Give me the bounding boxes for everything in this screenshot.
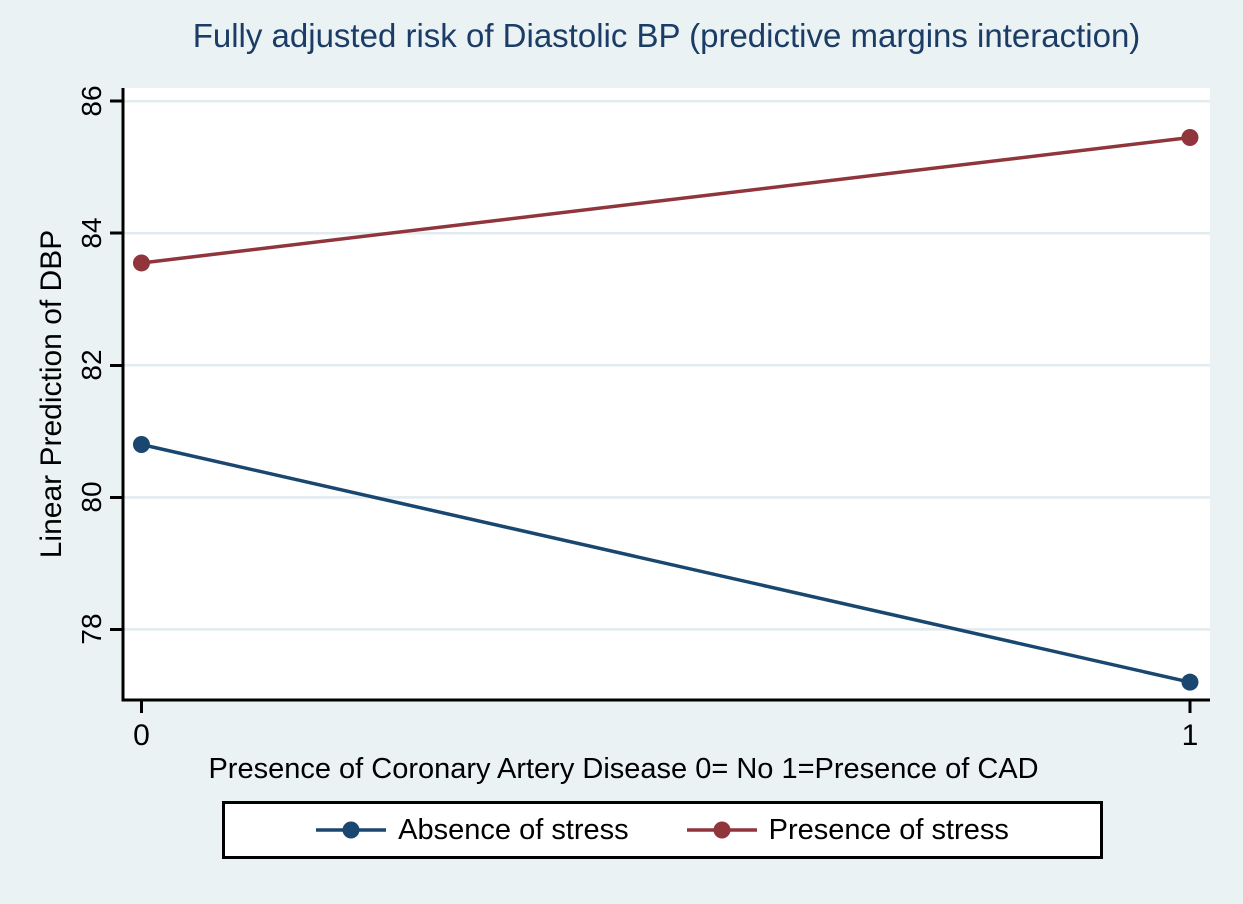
legend-line-marker-icon (686, 821, 757, 839)
legend-item-presence-of-stress: Presence of stress (686, 813, 1009, 847)
legend-line-marker-icon (316, 821, 387, 839)
data-point-presence-of-stress (1181, 129, 1199, 147)
series-line-presence-of-stress (141, 135, 1191, 265)
data-point-absence-of-stress (1181, 673, 1199, 691)
chart-title: Fully adjusted risk of Diastolic BP (pre… (192, 17, 1141, 54)
y-tick-label: 78 (76, 613, 107, 645)
legend-label: Absence of stress (398, 813, 629, 846)
data-point-absence-of-stress (132, 436, 150, 454)
y-tick-label: 86 (76, 85, 107, 117)
legend-box: Absence of stress Presence of stress (222, 801, 1103, 859)
y-tick-label: 80 (76, 481, 107, 513)
series-line-absence-of-stress (141, 442, 1191, 684)
legend-item-absence-of-stress: Absence of stress (316, 814, 629, 847)
x-axis-title: Presence of Coronary Artery Disease 0= N… (208, 753, 1039, 785)
x-tick-label: 1 (1181, 719, 1199, 752)
y-tick-label: 84 (76, 217, 107, 249)
plot-background (123, 88, 1210, 700)
legend-label: Presence of stress (768, 813, 1009, 846)
y-tick-label: 82 (76, 349, 107, 381)
data-point-presence-of-stress (132, 254, 150, 272)
x-tick-label: 0 (133, 719, 150, 752)
